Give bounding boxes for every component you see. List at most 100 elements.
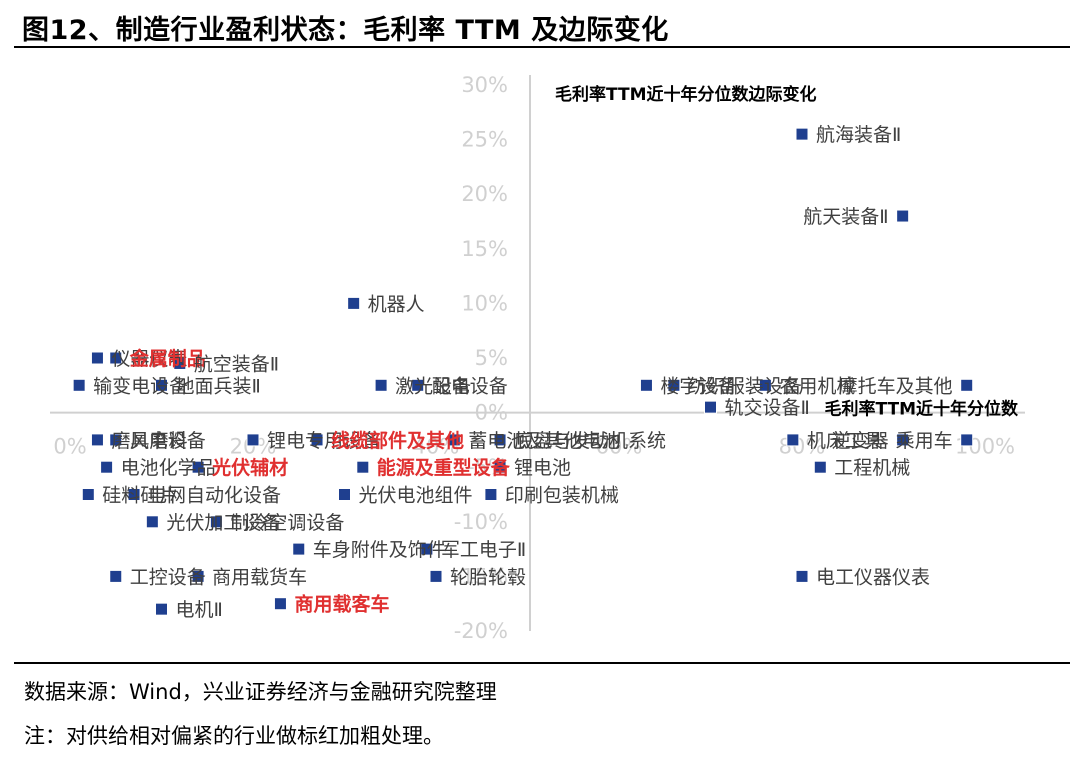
- footer-divider: [14, 662, 1070, 664]
- data-point: [72, 378, 86, 392]
- data-point: [109, 433, 123, 447]
- data-label: 乘用车: [896, 430, 953, 452]
- x-axis-title: 毛利率TTM近十年分位数: [825, 399, 1019, 420]
- data-point: [896, 433, 910, 447]
- data-point: [429, 569, 443, 583]
- data-label: 制冷空调设备: [230, 512, 344, 534]
- data-label: 机器人: [368, 293, 425, 315]
- data-point: [145, 515, 159, 529]
- data-point: [704, 400, 717, 414]
- data-point: [246, 433, 260, 447]
- data-point: [127, 488, 141, 501]
- data-point: [100, 460, 114, 474]
- data-label: 能源及重型设备: [377, 456, 511, 479]
- y-tick-label: 30%: [461, 73, 508, 97]
- data-label: 输变电设备: [93, 375, 188, 397]
- data-label: 印刷包装机械: [505, 485, 619, 507]
- data-point: [338, 488, 351, 501]
- data-point: [896, 209, 910, 223]
- figure-title: 图12、制造行业盈利状态：毛利率 TTM 及边际变化: [22, 15, 669, 46]
- y-tick-label: 25%: [461, 128, 508, 152]
- data-point: [347, 296, 361, 310]
- data-point: [273, 597, 287, 611]
- data-point: [155, 378, 168, 392]
- data-label: 线缆部件及其他: [331, 429, 464, 452]
- data-label: 地面兵装Ⅱ: [176, 375, 261, 397]
- y-tick-label: -20%: [454, 619, 508, 643]
- data-point: [758, 378, 772, 392]
- data-point: [109, 351, 123, 365]
- data-point: [493, 433, 507, 447]
- data-label: 工程机械: [834, 457, 910, 479]
- data-label: 光伏加工设备: [166, 512, 280, 534]
- y-tick-labels: 30%25%20%15%10%5%0%-5%-10%-15%-20%: [454, 73, 508, 643]
- y-tick-label: 10%: [461, 291, 508, 315]
- data-label: 航天装备Ⅱ: [803, 206, 888, 228]
- data-label: 锂电池: [514, 457, 571, 479]
- data-point: [795, 127, 809, 141]
- data-label: 电网自动化设备: [148, 485, 281, 507]
- data-label: 硅料硅片: [102, 485, 178, 507]
- data-label: 航海装备Ⅱ: [816, 124, 901, 146]
- data-label: 轨交设备Ⅱ: [725, 397, 810, 419]
- y-tick-label: 20%: [461, 182, 508, 206]
- data-point: [191, 569, 205, 583]
- data-point: [639, 378, 653, 392]
- data-label: 工控设备: [130, 566, 206, 588]
- data-label: 磨具磨料: [111, 430, 187, 452]
- data-point: [374, 378, 388, 392]
- data-label: 车身附件及饰件: [313, 539, 446, 561]
- data-label: 逆变器: [832, 430, 889, 452]
- y-tick-label: 15%: [461, 237, 508, 261]
- data-label: 底盘与发动机系统: [514, 430, 666, 452]
- data-label: 农用机械: [779, 375, 855, 397]
- data-label: 蓄电池及其他电池: [468, 430, 620, 452]
- data-point: [155, 602, 168, 616]
- data-label: 航空装备Ⅱ: [194, 353, 279, 375]
- data-point: [81, 488, 95, 501]
- data-label: 商用载客车: [294, 593, 389, 616]
- data-point: [356, 460, 370, 474]
- y-tick-label: -10%: [454, 510, 508, 534]
- y-tick-label: 5%: [475, 346, 508, 370]
- data-label: 商用载货车: [212, 566, 307, 588]
- footnote: 注：对供给相对偏紧的行业做标红加粗处理。: [24, 724, 444, 748]
- data-point: [173, 356, 187, 370]
- data-label: 配电设备: [432, 375, 508, 397]
- data-point: [292, 542, 306, 556]
- data-source: 数据来源：Wind，兴业证券经济与金融研究院整理: [24, 680, 497, 704]
- data-label: 电工仪器仪表: [816, 566, 930, 588]
- data-label: 风电设备: [130, 430, 206, 452]
- data-label: 光伏辅材: [211, 456, 288, 479]
- data-point: [493, 460, 507, 474]
- data-point: [109, 569, 123, 583]
- data-label: 激光设备: [395, 375, 471, 397]
- data-point: [960, 433, 974, 447]
- data-label: 纺织服装设备: [688, 375, 802, 397]
- x-tick-label: 0%: [53, 435, 86, 459]
- data-point: [191, 460, 205, 474]
- data-point: [484, 488, 498, 501]
- y-tick-label: -15%: [454, 564, 508, 588]
- data-label: 金属制品: [129, 347, 206, 370]
- data-point: [813, 460, 827, 474]
- data-label: 电池化学品: [121, 457, 216, 479]
- y-axis-title: 毛利率TTM近十年分位数边际变化: [555, 84, 817, 105]
- x-tick-label: 60%: [596, 435, 643, 459]
- data-label: 轮胎轮毂: [450, 566, 526, 588]
- data-point: [960, 378, 974, 392]
- data-point: [209, 515, 223, 529]
- data-label: 摩托车及其他: [839, 375, 953, 397]
- data-point: [795, 569, 809, 583]
- data-point: [420, 542, 434, 556]
- data-point: [310, 433, 324, 447]
- data-point: [447, 433, 461, 447]
- data-points: [72, 127, 974, 616]
- data-point: [411, 378, 425, 392]
- data-label: 锂电专用设备: [267, 430, 381, 452]
- data-label: 仪器仪表: [111, 348, 187, 370]
- title-divider: [14, 46, 1070, 48]
- y-tick-label: 0%: [475, 401, 508, 425]
- data-label: 机床工具: [807, 430, 883, 452]
